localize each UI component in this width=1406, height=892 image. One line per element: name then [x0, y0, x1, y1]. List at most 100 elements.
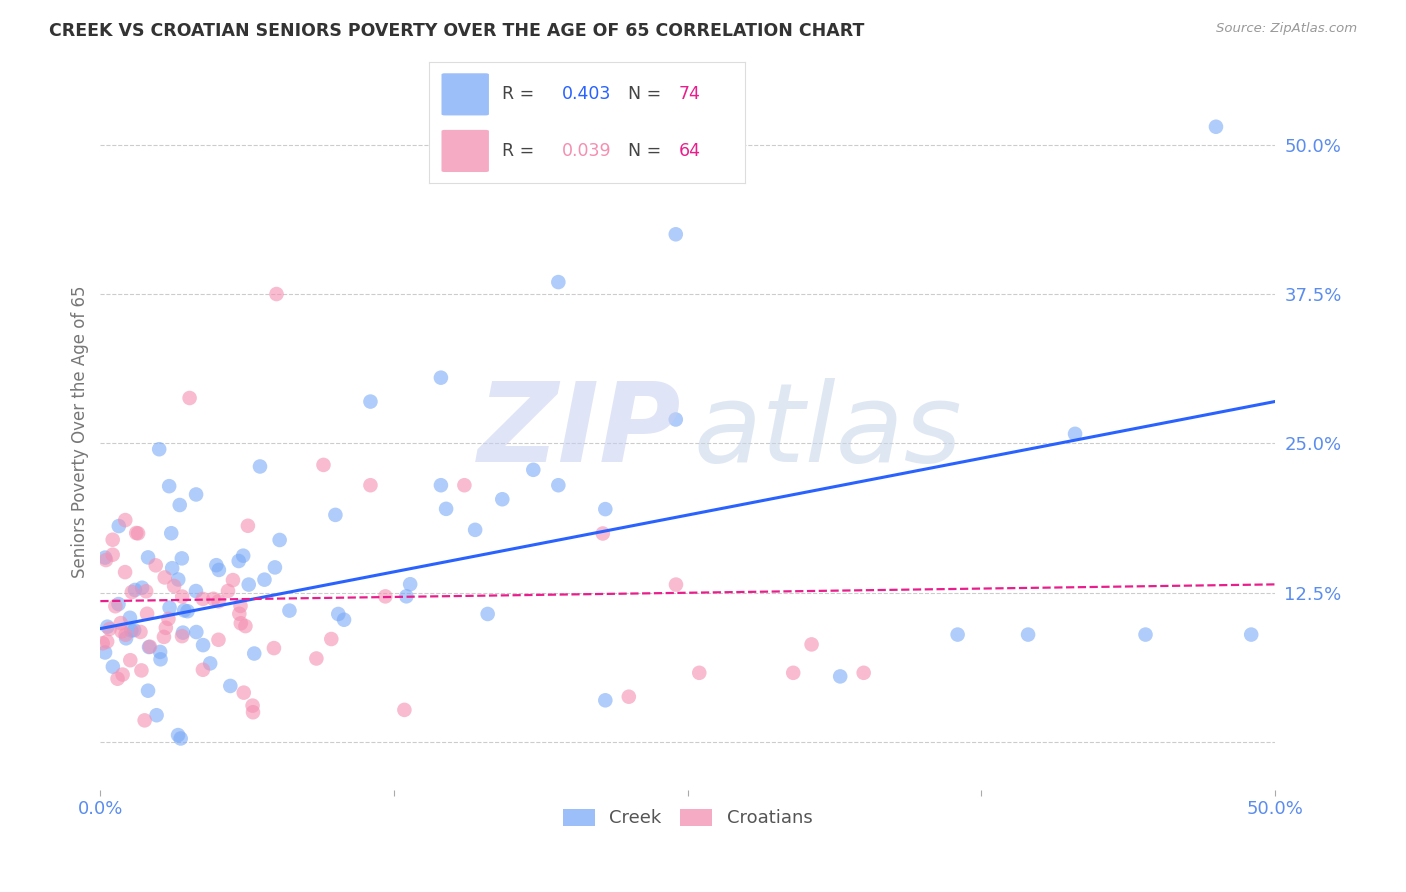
Point [359, 394, 381, 409]
Point [135, 584, 157, 599]
Point [269, 533, 291, 547]
Point [434, 501, 457, 516]
Point [430, 370, 453, 384]
Point [145, 708, 167, 723]
Point [321, 632, 343, 646]
Point [228, 554, 250, 568]
Point [800, 637, 823, 651]
Point [359, 478, 381, 492]
Point [173, 603, 195, 617]
Point [464, 523, 486, 537]
Point [184, 584, 207, 599]
Point [243, 647, 266, 661]
Point [242, 698, 264, 713]
Point [1205, 120, 1227, 134]
Point [219, 679, 242, 693]
Point [229, 599, 252, 613]
Text: ZIP: ZIP [478, 378, 682, 485]
Point [115, 632, 138, 646]
Point [149, 652, 172, 666]
Point [94, 645, 117, 659]
Point [121, 585, 143, 599]
Point [169, 731, 191, 746]
Point [155, 621, 177, 635]
Point [217, 583, 239, 598]
Point [266, 287, 288, 301]
Point [122, 623, 145, 637]
Point [110, 616, 132, 631]
Point [592, 526, 614, 541]
Text: atlas: atlas [693, 378, 962, 485]
Point [333, 613, 356, 627]
Point [617, 690, 640, 704]
Point [312, 458, 335, 472]
Point [222, 573, 245, 587]
Point [205, 558, 228, 573]
Point [110, 624, 132, 639]
Point [325, 508, 347, 522]
Point [522, 463, 544, 477]
Point [207, 632, 229, 647]
Point [328, 607, 350, 621]
Point [202, 591, 225, 606]
Point [114, 565, 136, 579]
Point [477, 607, 499, 621]
Point [136, 683, 159, 698]
Point [1135, 627, 1157, 641]
Point [547, 275, 569, 289]
Text: Source: ZipAtlas.com: Source: ZipAtlas.com [1216, 22, 1357, 36]
Point [665, 577, 688, 591]
Point [852, 665, 875, 680]
Point [167, 728, 190, 742]
Point [157, 479, 180, 493]
Point [167, 573, 190, 587]
Point [159, 600, 181, 615]
Point [153, 630, 176, 644]
Point [107, 672, 129, 686]
Text: R =: R = [502, 142, 540, 160]
Point [184, 487, 207, 501]
Text: R =: R = [502, 86, 540, 103]
Point [238, 577, 260, 591]
Point [136, 550, 159, 565]
Point [107, 597, 129, 611]
Point [111, 667, 134, 681]
Point [395, 590, 418, 604]
Point [1240, 627, 1263, 641]
Text: N =: N = [628, 86, 666, 103]
Point [127, 526, 149, 541]
Point [208, 563, 231, 577]
Point [595, 693, 617, 707]
Point [1064, 426, 1087, 441]
Text: 0.039: 0.039 [562, 142, 612, 160]
Point [101, 533, 124, 547]
Point [91, 636, 114, 650]
Point [228, 607, 250, 621]
Point [830, 669, 852, 683]
Point [148, 442, 170, 457]
Point [120, 653, 142, 667]
Point [108, 519, 131, 533]
Point [263, 641, 285, 656]
Point [118, 611, 141, 625]
Legend: Creek, Croatians: Creek, Croatians [555, 801, 820, 835]
Text: 74: 74 [679, 86, 700, 103]
Point [305, 651, 328, 665]
Point [138, 640, 160, 654]
Point [124, 582, 146, 597]
Point [163, 579, 186, 593]
Point [101, 659, 124, 673]
Point [453, 478, 475, 492]
Point [170, 629, 193, 643]
Point [101, 548, 124, 562]
Point [170, 551, 193, 566]
Text: 64: 64 [679, 142, 700, 160]
Point [191, 591, 214, 606]
Text: CREEK VS CROATIAN SENIORS POVERTY OVER THE AGE OF 65 CORRELATION CHART: CREEK VS CROATIAN SENIORS POVERTY OVER T… [49, 22, 865, 40]
Point [665, 227, 688, 242]
Text: 0.403: 0.403 [562, 86, 612, 103]
Point [688, 665, 710, 680]
Point [94, 550, 117, 565]
FancyBboxPatch shape [441, 73, 489, 115]
Point [125, 526, 148, 541]
